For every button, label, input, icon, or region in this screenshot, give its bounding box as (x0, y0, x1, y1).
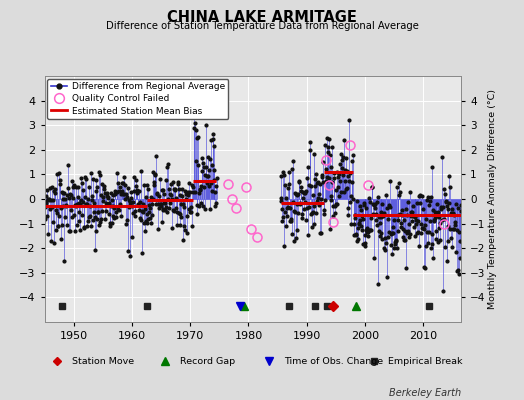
Text: CHINA LAKE ARMITAGE: CHINA LAKE ARMITAGE (167, 10, 357, 25)
Text: Empirical Break: Empirical Break (388, 356, 463, 366)
Text: Record Gap: Record Gap (180, 356, 235, 366)
Text: Time of Obs. Change: Time of Obs. Change (284, 356, 383, 366)
Y-axis label: Monthly Temperature Anomaly Difference (°C): Monthly Temperature Anomaly Difference (… (488, 89, 497, 309)
Legend: Difference from Regional Average, Quality Control Failed, Estimated Station Mean: Difference from Regional Average, Qualit… (47, 79, 228, 119)
Text: Difference of Station Temperature Data from Regional Average: Difference of Station Temperature Data f… (105, 21, 419, 31)
Text: Station Move: Station Move (72, 356, 134, 366)
Text: Berkeley Earth: Berkeley Earth (389, 388, 461, 398)
